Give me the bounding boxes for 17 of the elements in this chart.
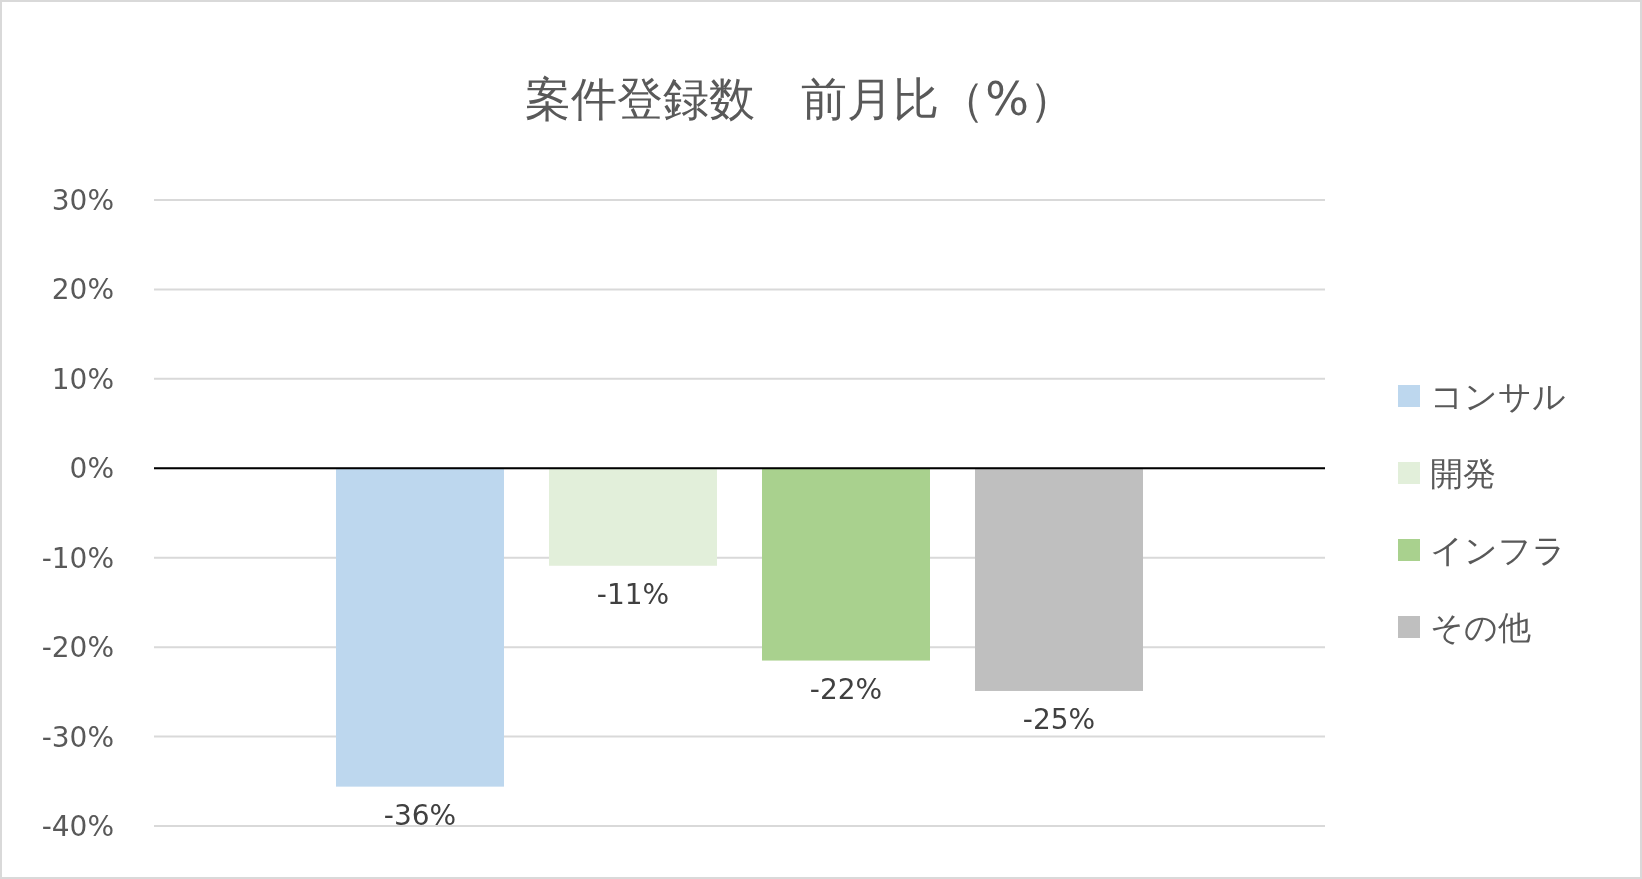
y-tick-label: -20% bbox=[41, 631, 114, 665]
legend-label: インフラ bbox=[1430, 531, 1566, 570]
y-tick-label: -10% bbox=[41, 541, 114, 575]
data-label: -25% bbox=[1022, 702, 1096, 736]
y-tick-label: 20% bbox=[51, 273, 114, 307]
chart-title: 案件登録数 前月比（%） bbox=[525, 72, 1075, 126]
data-label: -36% bbox=[383, 798, 457, 832]
y-tick-label: 10% bbox=[51, 362, 114, 396]
data-label: -11% bbox=[596, 577, 670, 611]
y-tick-label: -40% bbox=[41, 810, 114, 843]
y-tick-label: 0% bbox=[69, 452, 114, 486]
legend-label: その他 bbox=[1430, 608, 1531, 647]
data-label: -22% bbox=[809, 672, 883, 706]
y-tick-label: -30% bbox=[41, 720, 114, 754]
legend-label: 開発 bbox=[1430, 454, 1496, 493]
legend-label: コンサル bbox=[1430, 377, 1566, 416]
y-tick-label: 30% bbox=[51, 184, 114, 217]
